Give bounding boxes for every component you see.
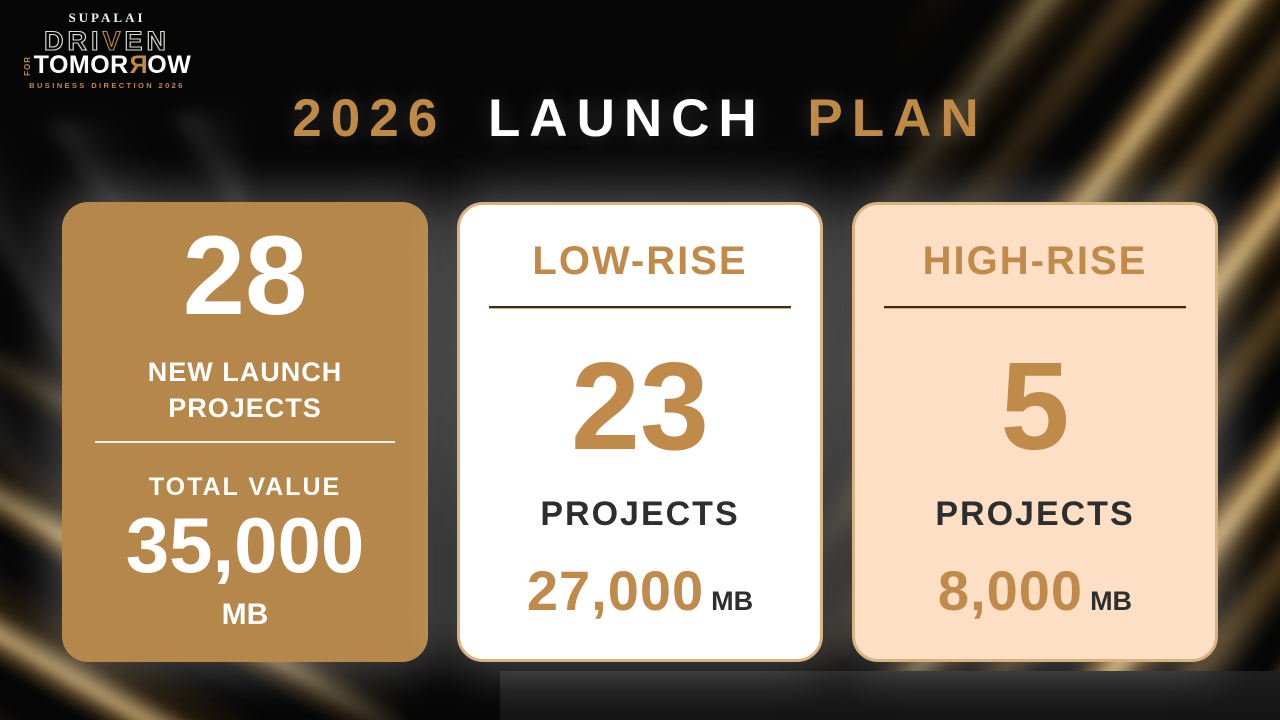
high-rise-heading: HIGH-RISE	[922, 239, 1148, 283]
high-rise-projects-label: PROJECTS	[935, 495, 1135, 533]
title-word-plan: PLAN	[807, 89, 988, 148]
total-value-amount: 35,000	[125, 500, 365, 589]
low-rise-heading: LOW-RISE	[532, 239, 748, 283]
high-rise-projects-value: 5	[1000, 338, 1070, 476]
divider	[95, 440, 395, 443]
divider	[884, 306, 1186, 309]
high-rise-amount: 8,000	[937, 559, 1084, 622]
title-word-launch: LAUNCH	[487, 89, 766, 148]
logo-letter: D	[43, 26, 68, 56]
low-rise-amount: 27,000	[526, 559, 705, 622]
logo-letter: N	[146, 26, 171, 56]
card-low-rise: LOW-RISE 23 PROJECTS 27,000 MB	[457, 202, 823, 662]
logo-letter: I	[90, 26, 103, 56]
total-value-label: TOTAL VALUE	[148, 472, 342, 501]
total-projects-value: 28	[182, 213, 308, 338]
total-projects-label-line1: NEW LAUNCH	[147, 357, 343, 387]
bottom-shade-panel	[500, 671, 1280, 720]
title-year: 2026	[292, 89, 447, 148]
supalai-logo: SUPALAI DRIVEN FOR TOMORROW BUSINESS DIR…	[22, 10, 192, 90]
logo-letter: E	[124, 26, 147, 56]
logo-letter-gold-v: V	[102, 26, 125, 56]
divider	[489, 306, 791, 309]
card-high-rise: HIGH-RISE 5 PROJECTS 8,000 MB	[852, 202, 1218, 662]
logo-driven-wordmark: DRIVEN	[22, 26, 192, 56]
logo-tagline: BUSINESS DIRECTION 2026	[29, 81, 185, 91]
logo-letter: R	[67, 26, 91, 56]
low-rise-projects-label: PROJECTS	[540, 495, 740, 533]
high-rise-amount-row: 8,000 MB	[855, 558, 1215, 623]
high-rise-unit: MB	[1090, 586, 1133, 616]
total-projects-label-line2: PROJECTS	[168, 393, 322, 424]
page-title: 2026 LAUNCH PLAN	[0, 88, 1280, 149]
stat-cards-row: 28 NEW LAUNCH PROJECTS TOTAL VALUE 35,00…	[62, 202, 1218, 662]
total-value-unit: MB	[221, 597, 269, 631]
low-rise-amount-row: 27,000 MB	[460, 558, 820, 623]
tomorrow-prefix: TOMOR	[33, 51, 129, 80]
low-rise-projects-value: 23	[571, 338, 709, 476]
total-projects-label: NEW LAUNCH PROJECTS	[62, 354, 428, 427]
logo-for-vertical: FOR	[22, 55, 32, 76]
tomorrow-suffix: OW	[147, 51, 192, 80]
tomorrow-reversed-r: R	[128, 51, 148, 80]
logo-tomorrow-wordmark: TOMORROW	[33, 51, 192, 80]
logo-tomorrow-row: FOR TOMORROW	[22, 51, 192, 80]
card-total-new-launch: 28 NEW LAUNCH PROJECTS TOTAL VALUE 35,00…	[62, 202, 428, 662]
low-rise-unit: MB	[711, 586, 754, 616]
brand-name: SUPALAI	[68, 10, 146, 25]
